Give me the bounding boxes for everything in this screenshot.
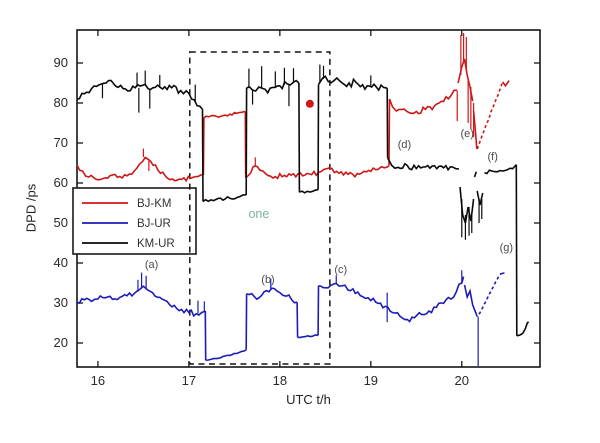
y-tick-label: 60 — [53, 175, 68, 190]
series-segment — [385, 276, 465, 323]
series-segment — [386, 157, 460, 172]
y-tick-label: 70 — [53, 135, 68, 150]
series-segment — [297, 334, 319, 339]
x-tick-label: 19 — [363, 373, 379, 388]
series-segment — [472, 110, 478, 150]
series-segment — [476, 81, 504, 150]
series-segment — [299, 189, 319, 194]
region-dashed-box — [189, 51, 331, 365]
legend-entry-label: BJ-UR — [137, 218, 171, 230]
annotation-label: (b) — [261, 274, 275, 287]
series-segment — [318, 282, 386, 309]
annotation-label: (a) — [144, 258, 159, 271]
y-tick-label: 40 — [53, 255, 68, 270]
series-segment — [388, 89, 458, 115]
series-outlier-dot — [305, 99, 314, 108]
x-tick-label: 18 — [272, 373, 288, 388]
x-axis-label: UTC t/h — [286, 392, 331, 407]
series-segment — [76, 285, 206, 318]
series-BJ-UR — [76, 270, 505, 367]
series-segment — [516, 321, 530, 337]
series-KM-UR — [76, 64, 530, 337]
series-segment — [499, 272, 505, 275]
y-tick-label: 30 — [53, 295, 68, 310]
series-BJ-KM — [76, 33, 510, 183]
y-tick-label: 80 — [53, 95, 68, 110]
legend-entry-label: KM-UR — [137, 238, 175, 250]
series-segment — [478, 273, 501, 315]
series-segment — [76, 79, 204, 110]
annotation-label: (e) — [460, 128, 474, 140]
series-segment — [246, 79, 300, 95]
y-tick-label: 90 — [53, 55, 68, 70]
annotation-label: (f) — [487, 150, 498, 163]
legend: BJ-KM BJ-UR KM-UR — [72, 187, 197, 255]
annotation-label: (g) — [499, 242, 514, 254]
region-label: one — [248, 207, 270, 221]
legend-box — [72, 187, 197, 255]
series-segment — [205, 349, 247, 361]
x-tick-label: 16 — [90, 373, 106, 388]
series-segment — [484, 164, 517, 175]
series-segment — [317, 75, 388, 92]
series-segment — [245, 164, 390, 180]
series-segment — [476, 190, 484, 206]
series-segment — [203, 110, 246, 119]
y-tick-label: 50 — [53, 215, 68, 230]
annotation-label: (c) — [334, 264, 348, 277]
series-segment — [298, 82, 301, 193]
series-segment — [76, 156, 204, 183]
series-segment — [502, 80, 510, 88]
series-segment — [515, 164, 518, 336]
series-segment — [388, 98, 391, 166]
series-segment — [246, 287, 298, 304]
series-segment — [463, 284, 478, 317]
series-segment — [202, 194, 247, 203]
series-segment — [473, 171, 478, 178]
x-tick-label: 17 — [181, 373, 197, 388]
y-tick-label: 20 — [53, 335, 68, 350]
series-segment — [201, 109, 204, 202]
series-segment — [296, 302, 299, 338]
legend-entry-label: BJ-KM — [137, 198, 172, 210]
x-tick-label: 20 — [454, 373, 469, 388]
annotation-label: (d) — [397, 138, 412, 151]
series-group — [76, 33, 530, 367]
